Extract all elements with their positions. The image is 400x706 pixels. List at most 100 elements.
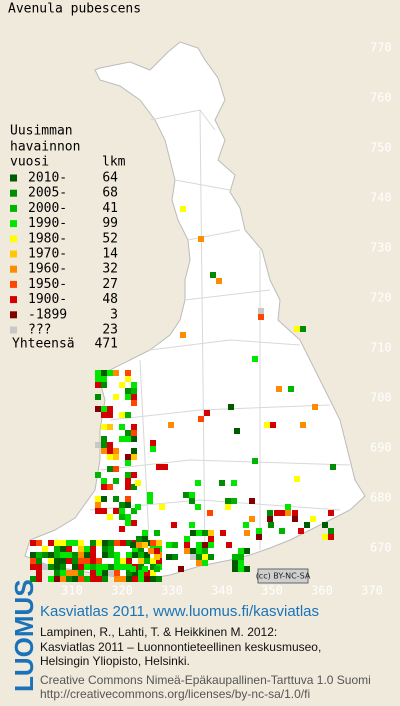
record-square <box>78 540 84 546</box>
record-square <box>101 448 107 454</box>
record-square <box>243 522 249 528</box>
record-square <box>54 576 60 582</box>
record-square <box>95 406 101 412</box>
record-square <box>198 236 204 242</box>
record-square <box>101 508 107 514</box>
record-square <box>238 560 244 566</box>
record-square <box>108 546 114 552</box>
legend-count: 14 <box>102 247 118 262</box>
record-square <box>119 382 125 388</box>
record-square <box>66 540 72 546</box>
record-square <box>138 570 144 576</box>
record-square <box>244 566 250 572</box>
record-square <box>180 206 186 212</box>
record-square <box>125 376 131 382</box>
record-square <box>125 472 131 478</box>
record-square <box>232 560 238 566</box>
y-grid-label: 760 <box>370 91 392 105</box>
record-square <box>208 542 214 548</box>
record-square <box>136 536 142 542</box>
region-borders <box>89 109 351 561</box>
record-square <box>107 466 113 472</box>
record-square <box>120 558 126 564</box>
record-square <box>101 382 107 388</box>
record-square <box>48 576 54 582</box>
legend-label: -1899 <box>28 307 67 322</box>
record-square <box>190 530 196 536</box>
record-square <box>72 552 78 558</box>
record-square <box>184 536 190 542</box>
record-square <box>132 570 138 576</box>
citation: Kasviatlas 2011 – Luonnontieteellinen ke… <box>40 640 321 654</box>
record-square <box>113 466 119 472</box>
record-square <box>119 412 125 418</box>
legend-count: 23 <box>102 323 118 338</box>
record-square <box>113 478 119 484</box>
record-square <box>208 554 214 560</box>
species-title: Avenula pubescens <box>8 2 141 17</box>
record-square <box>78 546 84 552</box>
record-square <box>113 508 119 514</box>
record-square <box>328 528 334 534</box>
record-square <box>135 480 141 486</box>
record-square <box>90 564 96 570</box>
footer-link[interactable]: Kasviatlas 2011, www.luomus.fi/kasviatla… <box>40 603 319 620</box>
record-square <box>126 576 132 582</box>
record-square <box>114 552 120 558</box>
record-square <box>72 570 78 576</box>
record-square <box>328 510 334 516</box>
record-square <box>196 542 202 548</box>
record-square <box>95 376 101 382</box>
record-square <box>30 564 36 570</box>
record-square <box>78 576 84 582</box>
legend: 2010- 64 2005- 68 2000- 41 1990- 99 1980- 52 1970-… <box>10 171 118 338</box>
record-square <box>202 554 208 560</box>
record-square <box>102 576 108 582</box>
legend-count: 48 <box>102 292 118 307</box>
record-square <box>267 516 273 522</box>
record-squares <box>30 206 336 582</box>
x-grid-label: 340 <box>211 584 233 598</box>
record-square <box>270 422 276 428</box>
record-square <box>126 558 132 564</box>
record-square <box>72 564 78 570</box>
record-square <box>232 566 238 572</box>
legend-label: 2000- <box>28 201 67 216</box>
record-square <box>30 552 36 558</box>
record-square <box>131 382 137 388</box>
record-square <box>131 400 137 406</box>
legend-label: 1960- <box>28 262 67 277</box>
legend-label: 2010- <box>28 171 67 186</box>
record-square <box>322 534 328 540</box>
record-square <box>136 542 142 548</box>
record-square <box>138 564 144 570</box>
record-square <box>101 406 107 412</box>
record-square <box>202 560 208 566</box>
legend-swatch <box>10 265 17 273</box>
record-square <box>78 570 84 576</box>
record-square <box>150 440 156 446</box>
record-square <box>156 576 162 582</box>
record-square <box>90 576 96 582</box>
logo: LUOMUS <box>9 579 39 692</box>
legend-count-heading: lkm <box>102 155 126 170</box>
record-square <box>189 492 195 498</box>
record-square <box>60 540 66 546</box>
record-square <box>84 558 90 564</box>
record-square <box>183 492 189 498</box>
record-square <box>54 564 60 570</box>
legend-count: 41 <box>102 201 118 216</box>
record-square <box>216 278 222 284</box>
license-url[interactable]: http://creativecommons.org/licenses/by-n… <box>40 687 310 701</box>
record-square <box>95 382 101 388</box>
legend-swatch <box>10 280 17 288</box>
record-square <box>288 386 294 392</box>
y-grid-label: 670 <box>370 541 392 555</box>
record-square <box>36 558 42 564</box>
legend-swatch <box>10 220 17 228</box>
record-square <box>48 552 54 558</box>
record-square <box>114 576 120 582</box>
record-square <box>108 564 114 570</box>
record-square <box>125 520 131 526</box>
record-square <box>154 530 160 536</box>
